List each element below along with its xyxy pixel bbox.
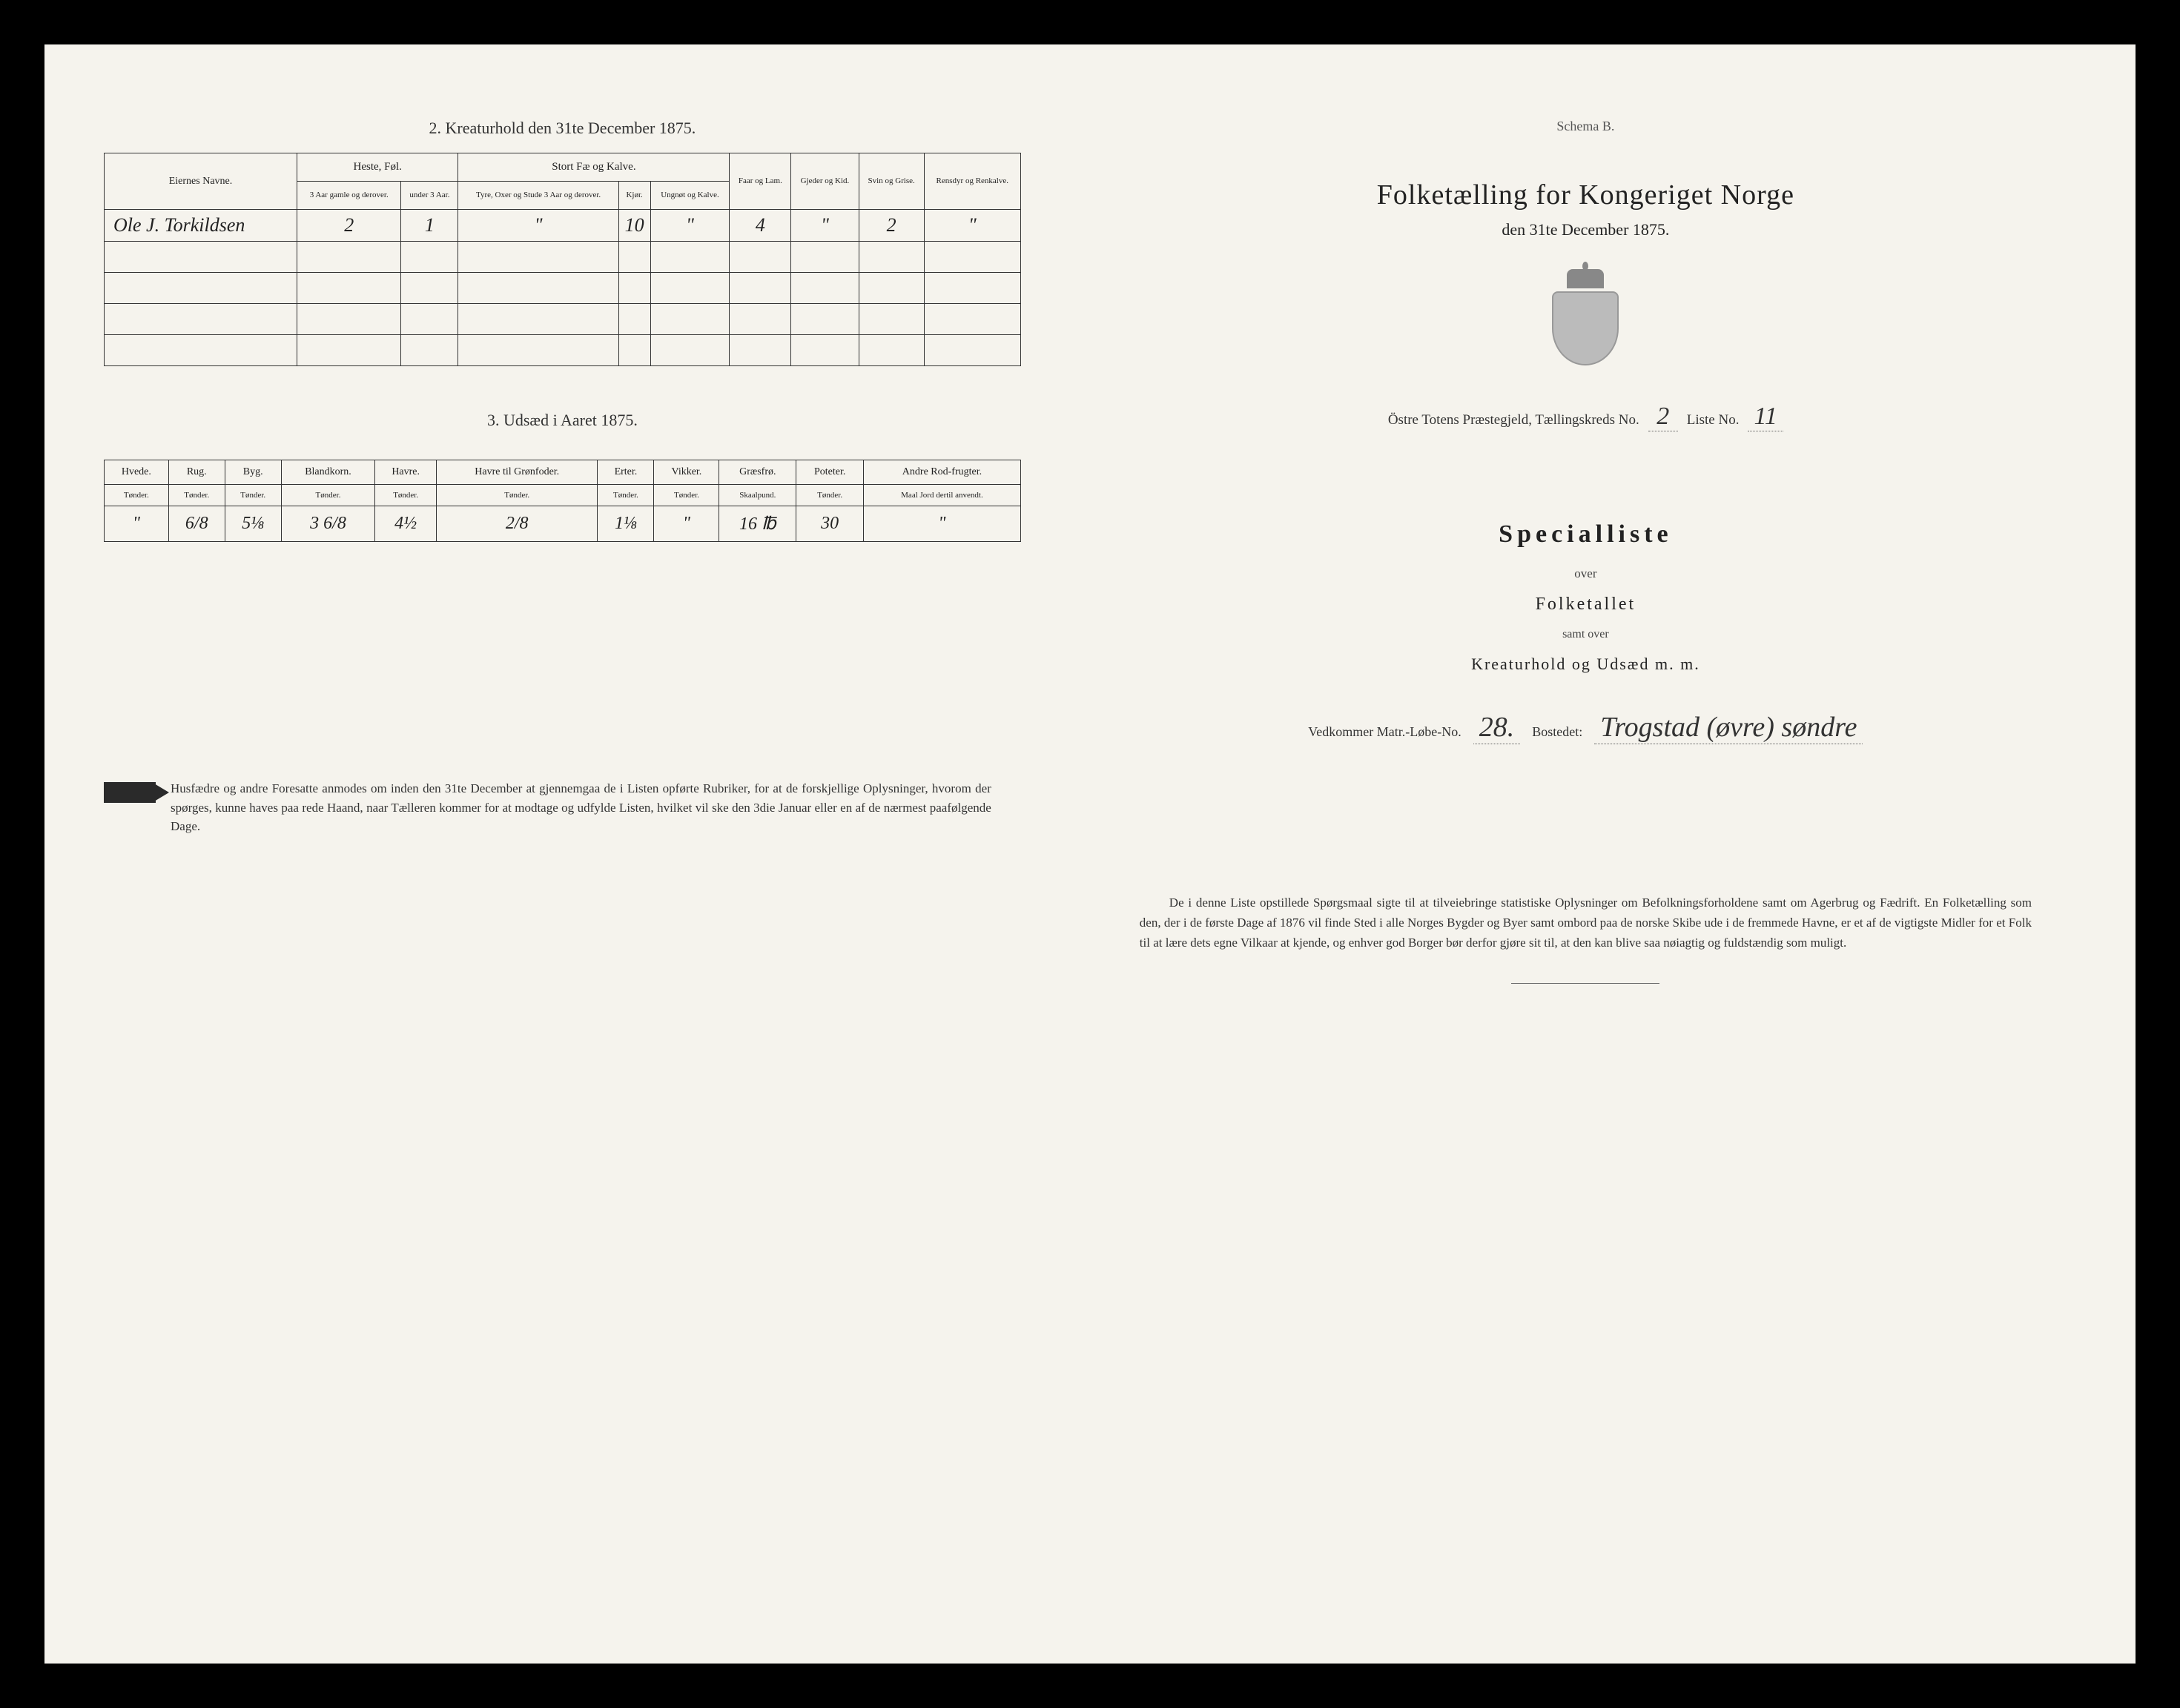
seed-headers: Hvede. Rug. Byg. Blandkorn. Havre. Havre…	[105, 460, 1021, 485]
liste-number: 11	[1748, 403, 1783, 431]
kreatur-line: Kreaturhold og Udsæd m. m.	[1095, 655, 2076, 674]
section2-title: 2. Kreaturhold den 31te December 1875.	[104, 119, 1021, 138]
col-header: Byg.	[225, 460, 281, 485]
unit: Maal Jord dertil anvendt.	[864, 485, 1021, 506]
cattle-header: Stort Fæ og Kalve.	[458, 153, 730, 182]
cell: 3 6/8	[281, 506, 375, 542]
left-page: 2. Kreaturhold den 31te December 1875. E…	[104, 119, 1051, 1604]
cell: 16 ℔	[719, 506, 796, 542]
seed-table: Hvede. Rug. Byg. Blandkorn. Havre. Havre…	[104, 460, 1021, 542]
cell: "	[650, 210, 730, 242]
unit: Tønder.	[375, 485, 437, 506]
cell: "	[791, 210, 859, 242]
col-header: Poteter.	[796, 460, 864, 485]
col-header: Blandkorn.	[281, 460, 375, 485]
divider	[1511, 983, 1659, 984]
unit: Tønder.	[598, 485, 654, 506]
cell: "	[458, 210, 618, 242]
cell: 2/8	[436, 506, 597, 542]
cell: 30	[796, 506, 864, 542]
pigs-header: Svin og Grise.	[859, 153, 924, 210]
unit: Tønder.	[436, 485, 597, 506]
right-page: Schema B. Folketælling for Kongeriget No…	[1051, 119, 2076, 1604]
table-row	[105, 304, 1021, 335]
cattle-sub2: Kjør.	[618, 182, 650, 210]
cell: 10	[618, 210, 650, 242]
owner-name: Ole J. Torkildsen	[105, 210, 297, 242]
cattle-sub1: Tyre, Oxer og Stude 3 Aar og derover.	[458, 182, 618, 210]
unit: Tønder.	[281, 485, 375, 506]
col-header: Hvede.	[105, 460, 169, 485]
col-header: Andre Rod-frugter.	[864, 460, 1021, 485]
owner-header: Eiernes Navne.	[105, 153, 297, 210]
bosted-value: Trogstad (øvre) søndre	[1594, 711, 1863, 744]
district-line: Östre Totens Præstegjeld, Tællingskreds …	[1095, 403, 2076, 431]
right-footer-text: De i denne Liste opstillede Spørgsmaal s…	[1095, 893, 2076, 953]
unit: Tønder.	[796, 485, 864, 506]
unit: Tønder.	[225, 485, 281, 506]
cell: 4	[730, 210, 791, 242]
cattle-sub3: Ungnøt og Kalve.	[650, 182, 730, 210]
cell: 2	[297, 210, 401, 242]
col-header: Erter.	[598, 460, 654, 485]
subtitle: den 31te December 1875.	[1095, 220, 2076, 239]
main-title: Folketælling for Kongeriget Norge	[1095, 179, 2076, 211]
bosted-label: Bostedet:	[1532, 724, 1582, 740]
reindeer-header: Rensdyr og Renkalve.	[924, 153, 1020, 210]
cell: "	[654, 506, 719, 542]
cell: "	[924, 210, 1020, 242]
col-header: Græsfrø.	[719, 460, 796, 485]
schema-label: Schema B.	[1095, 119, 2076, 134]
cell: 1⅛	[598, 506, 654, 542]
cell: 5⅛	[225, 506, 281, 542]
folketallet: Folketallet	[1095, 595, 2076, 615]
cell: 4½	[375, 506, 437, 542]
col-header: Vikker.	[654, 460, 719, 485]
matr-line: Vedkommer Matr.-Løbe-No. 28. Bostedet: T…	[1095, 711, 2076, 744]
horse-sub1: 3 Aar gamle og derover.	[297, 182, 401, 210]
district-prefix: Östre Totens Præstegjeld, Tællingskreds …	[1388, 412, 1639, 428]
horse-sub2: under 3 Aar.	[401, 182, 458, 210]
livestock-table: Eiernes Navne. Heste, Føl. Stort Fæ og K…	[104, 153, 1021, 366]
col-header: Havre til Grønfoder.	[436, 460, 597, 485]
unit: Skaalpund.	[719, 485, 796, 506]
table-row	[105, 335, 1021, 366]
cell: "	[864, 506, 1021, 542]
footer-text: Husfædre og andre Foresatte anmodes om i…	[171, 781, 991, 833]
table-row	[105, 242, 1021, 273]
document-scan: 2. Kreaturhold den 31te December 1875. E…	[44, 44, 2136, 1664]
pointer-icon	[104, 782, 156, 803]
coat-of-arms-icon	[1548, 269, 1622, 365]
seed-units: Tønder. Tønder. Tønder. Tønder. Tønder. …	[105, 485, 1021, 506]
matr-number: 28.	[1473, 711, 1521, 744]
table-row	[105, 273, 1021, 304]
goats-header: Gjeder og Kid.	[791, 153, 859, 210]
unit: Tønder.	[654, 485, 719, 506]
table-row: Ole J. Torkildsen 2 1 " 10 " 4 " 2 "	[105, 210, 1021, 242]
samt-over: samt over	[1095, 628, 2076, 641]
col-header: Rug.	[168, 460, 225, 485]
kreds-number: 2	[1648, 403, 1678, 431]
over-text: over	[1095, 566, 2076, 581]
matr-label: Vedkommer Matr.-Løbe-No.	[1308, 724, 1461, 740]
unit: Tønder.	[105, 485, 169, 506]
horses-header: Heste, Føl.	[297, 153, 458, 182]
col-header: Havre.	[375, 460, 437, 485]
specialliste-title: Specialliste	[1095, 520, 2076, 549]
unit: Tønder.	[168, 485, 225, 506]
section3-title: 3. Udsæd i Aaret 1875.	[104, 411, 1021, 430]
left-footer-note: Husfædre og andre Foresatte anmodes om i…	[104, 779, 1021, 836]
cell: 1	[401, 210, 458, 242]
table-row: " 6/8 5⅛ 3 6/8 4½ 2/8 1⅛ " 16 ℔ 30 "	[105, 506, 1021, 542]
cell: 2	[859, 210, 924, 242]
liste-label: Liste No.	[1687, 412, 1740, 428]
cell: "	[105, 506, 169, 542]
sheep-header: Faar og Lam.	[730, 153, 791, 210]
cell: 6/8	[168, 506, 225, 542]
